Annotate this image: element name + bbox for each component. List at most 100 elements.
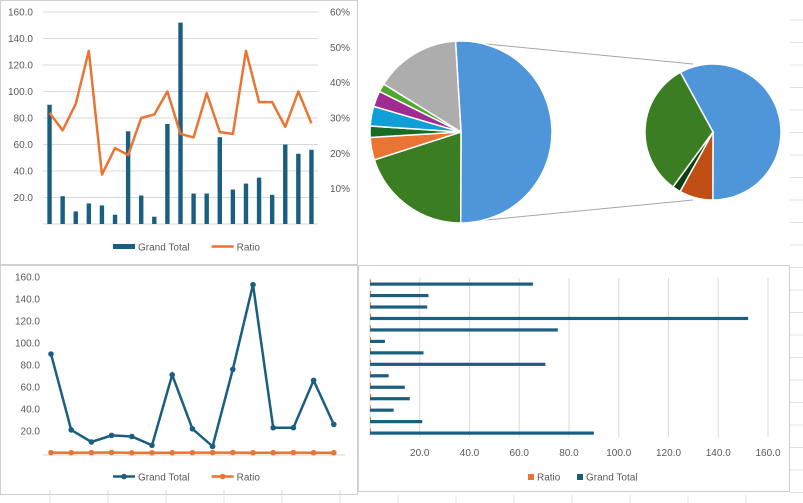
y-tick-label: 140.0 — [8, 34, 33, 45]
y-tick-label: 60.0 — [21, 383, 41, 394]
pie-slice — [382, 40, 462, 134]
bar — [165, 123, 170, 224]
bar — [73, 211, 78, 224]
bar — [191, 193, 196, 224]
data-point — [331, 449, 337, 456]
data-point — [149, 442, 155, 449]
data-point — [209, 449, 216, 456]
bar — [296, 153, 301, 224]
ratio-bar — [370, 348, 371, 352]
legend-swatch — [577, 474, 583, 480]
legend-marker — [121, 473, 127, 480]
ratio-bar — [370, 382, 371, 386]
bar — [370, 305, 428, 309]
data-point — [169, 449, 175, 456]
bar — [152, 216, 157, 224]
ratio-bar — [370, 336, 371, 340]
ratio-bar — [370, 359, 371, 363]
data-point — [108, 432, 115, 439]
data-point — [129, 450, 135, 456]
bar — [370, 282, 533, 286]
connector-line — [454, 40, 694, 65]
data-point — [129, 433, 135, 440]
data-point — [250, 449, 256, 456]
data-point — [88, 449, 95, 456]
pie-slice — [373, 130, 462, 224]
y2-tick-label: 50% — [330, 43, 350, 54]
data-point — [189, 449, 196, 456]
ratio-bar — [370, 405, 371, 409]
bar — [230, 189, 236, 224]
legend-label: Grand Total — [138, 473, 190, 484]
pie-slice — [454, 40, 553, 224]
legend-swatch — [113, 244, 135, 249]
bar — [283, 144, 288, 224]
y2-tick-label: 60% — [330, 8, 350, 19]
bar — [112, 214, 118, 224]
ratio-bar — [370, 394, 372, 398]
ratio-bar — [370, 325, 371, 329]
y-tick-label: 120.0 — [8, 61, 33, 72]
data-point — [270, 424, 277, 431]
data-point — [189, 426, 196, 432]
bar — [370, 431, 594, 435]
y-tick-label: 60.0 — [14, 140, 34, 151]
data-point — [230, 366, 236, 373]
bar — [309, 149, 314, 224]
data-point — [290, 449, 297, 456]
ratio-bar — [370, 417, 371, 421]
y-tick-label: 20.0 — [14, 193, 34, 204]
y-tick-label: 40.0 — [14, 167, 34, 178]
x-tick-label: 160.0 — [755, 448, 780, 459]
y-tick-label: 20.0 — [21, 427, 41, 438]
data-point — [250, 281, 256, 288]
x-tick-label: 120.0 — [656, 448, 681, 459]
y-tick-label: 140.0 — [15, 295, 40, 306]
legend-label: Ratio — [237, 473, 261, 484]
bar — [370, 397, 410, 401]
x-tick-label: 40.0 — [460, 448, 480, 459]
ratio-line — [48, 49, 313, 176]
legend-label: Ratio — [537, 473, 561, 484]
bar — [370, 339, 385, 344]
data-point — [48, 351, 54, 357]
x-tick-label: 60.0 — [510, 448, 530, 459]
data-point — [68, 427, 74, 433]
legend-label: Ratio — [237, 243, 261, 254]
x-tick-label: 140.0 — [706, 448, 731, 459]
data-point — [230, 449, 236, 456]
chart-panel-4 — [358, 265, 790, 492]
ratio-bar — [370, 279, 371, 283]
bar — [204, 193, 209, 224]
x-tick-label: 80.0 — [559, 448, 579, 459]
ratio-bar — [370, 371, 371, 375]
bar — [47, 104, 52, 224]
bar — [256, 177, 262, 224]
legend-label: Grand Total — [586, 473, 638, 484]
y2-tick-label: 40% — [330, 78, 350, 89]
data-point — [108, 449, 115, 456]
bar — [269, 194, 275, 224]
data-point — [68, 449, 74, 456]
data-point — [88, 439, 95, 445]
data-point — [169, 372, 175, 378]
data-point — [209, 443, 216, 450]
y-tick-label: 80.0 — [14, 114, 34, 125]
y2-tick-label: 20% — [330, 149, 350, 160]
bar — [370, 362, 546, 366]
bar — [243, 183, 249, 224]
y-tick-label: 120.0 — [15, 317, 40, 328]
data-point — [270, 449, 277, 456]
bar — [139, 195, 144, 224]
bar — [86, 203, 92, 224]
ratio-bar — [370, 302, 371, 306]
bar — [99, 205, 105, 224]
secondary-pie-slice — [679, 63, 782, 201]
data-point — [310, 377, 317, 384]
connector-line — [454, 199, 694, 224]
bar — [370, 408, 394, 412]
chart-panel-3 — [0, 265, 358, 495]
data-point — [149, 449, 155, 456]
x-tick-label: 20.0 — [410, 448, 430, 459]
